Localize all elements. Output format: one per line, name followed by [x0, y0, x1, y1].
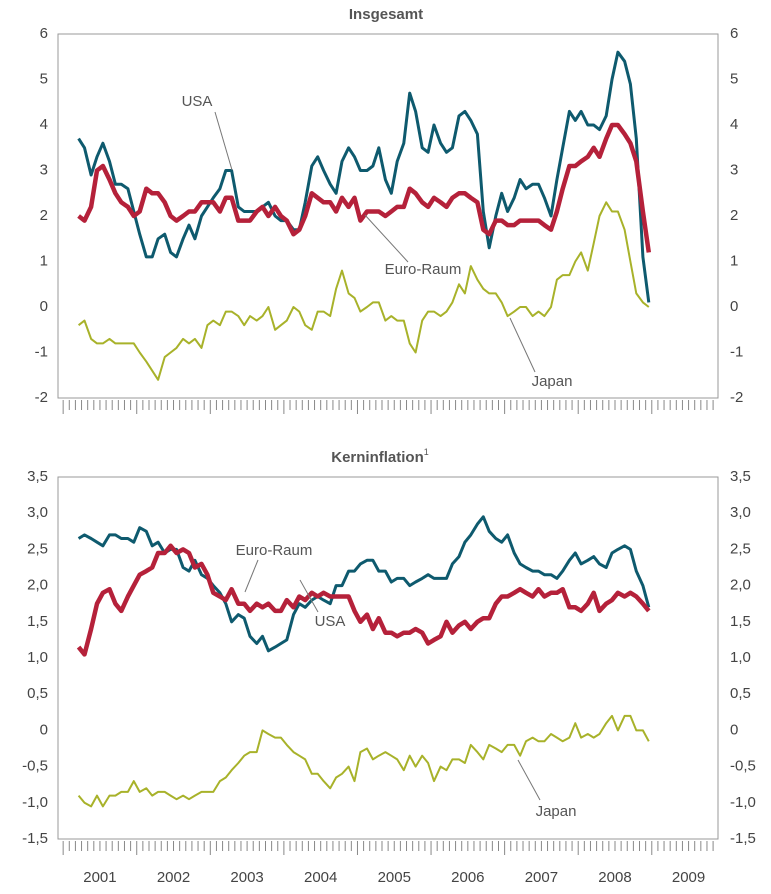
- annotation-leader: [517, 759, 541, 801]
- y-tick-label: 3,5: [27, 468, 48, 485]
- y-tick-label-right: 0: [730, 298, 738, 315]
- y-tick-label: -1,5: [22, 830, 48, 847]
- y-tick-label-right: 2: [730, 207, 738, 224]
- plot-frame: [57, 476, 719, 840]
- y-tick-label-right: -0,5: [730, 758, 756, 775]
- y-tick-label-right: -1,0: [730, 794, 756, 811]
- y-tick-label: 4: [40, 116, 48, 133]
- y-tick-label: 2,0: [27, 577, 48, 594]
- annotation-leader: [299, 579, 319, 613]
- y-tick-label-right: 0: [730, 721, 738, 738]
- x-tick-label: 2001: [83, 869, 116, 886]
- annotation: Japan: [532, 373, 573, 390]
- y-tick-label-right: 3,5: [730, 468, 751, 485]
- annotation: USA: [315, 613, 346, 630]
- x-tick-label: 2003: [230, 869, 263, 886]
- series-line: [77, 122, 652, 253]
- x-tick-label: 2008: [598, 869, 631, 886]
- annotation-leader: [244, 559, 259, 593]
- annotation-leader: [364, 214, 409, 263]
- title-footnote: 1: [424, 447, 429, 457]
- plot-frame: [57, 33, 719, 399]
- y-tick-label-right: 0,5: [730, 685, 751, 702]
- y-tick-label: -1,0: [22, 794, 48, 811]
- y-tick-label: 0: [40, 721, 48, 738]
- y-tick-label-right: 6: [730, 25, 738, 42]
- y-tick-label: 0: [40, 298, 48, 315]
- y-tick-label-right: 2,5: [730, 540, 751, 557]
- annotation: USA: [182, 93, 213, 110]
- y-tick-label: 1,5: [27, 613, 48, 630]
- y-tick-label: 1: [40, 252, 48, 269]
- y-tick-label-right: 1,5: [730, 613, 751, 630]
- x-tick-label: 2007: [525, 869, 558, 886]
- series-line: [77, 201, 650, 381]
- y-tick-label-right: 3: [730, 161, 738, 178]
- y-tick-label: -2: [35, 389, 48, 406]
- chart-title: Insgesamt: [349, 6, 423, 23]
- y-tick-label: 3: [40, 161, 48, 178]
- y-tick-label: 0,5: [27, 685, 48, 702]
- y-tick-label: 2,5: [27, 540, 48, 557]
- y-tick-label: -0,5: [22, 758, 48, 775]
- y-tick-label-right: 1,0: [730, 649, 751, 666]
- annotation-leader: [214, 111, 233, 171]
- x-tick-label: 2004: [304, 869, 337, 886]
- annotation-leader: [509, 317, 536, 373]
- series-line: [77, 714, 650, 808]
- y-tick-label: 5: [40, 70, 48, 87]
- series-line: [77, 515, 651, 653]
- annotation: Euro-Raum: [236, 542, 313, 559]
- chart-title: Kerninflation: [331, 449, 424, 466]
- chart-title: Kerninflation1: [331, 447, 429, 466]
- y-tick-label-right: -2: [730, 389, 743, 406]
- y-tick-label: 3,0: [27, 504, 48, 521]
- y-tick-label-right: -1: [730, 343, 743, 360]
- y-tick-label: 1,0: [27, 649, 48, 666]
- series-line: [77, 50, 651, 303]
- x-tick-label: 2005: [378, 869, 411, 886]
- y-tick-label-right: 1: [730, 252, 738, 269]
- y-tick-label: 6: [40, 25, 48, 42]
- y-tick-label-right: 5: [730, 70, 738, 87]
- series-line: [76, 543, 651, 657]
- y-tick-label-right: -1,5: [730, 830, 756, 847]
- x-tick-label: 2009: [672, 869, 705, 886]
- y-tick-label-right: 3,0: [730, 504, 751, 521]
- y-tick-label-right: 2,0: [730, 577, 751, 594]
- y-tick-label: 2: [40, 207, 48, 224]
- annotation: Japan: [536, 803, 577, 820]
- annotation: Euro-Raum: [385, 261, 462, 278]
- y-tick-label-right: 4: [730, 116, 738, 133]
- x-tick-label: 2002: [157, 869, 190, 886]
- x-tick-label: 2006: [451, 869, 484, 886]
- y-tick-label: -1: [35, 343, 48, 360]
